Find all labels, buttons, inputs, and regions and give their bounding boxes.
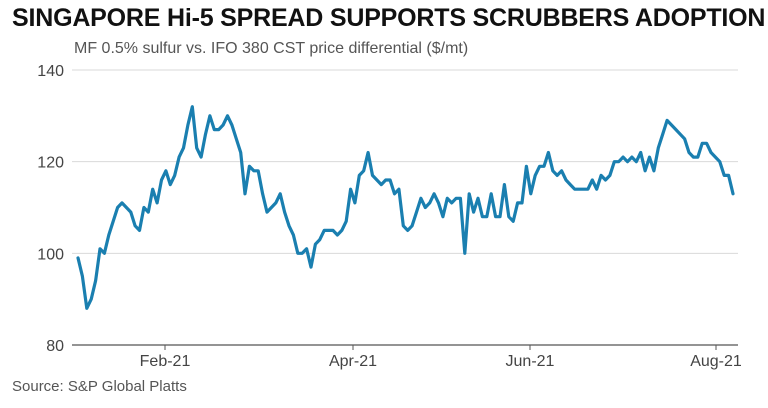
chart-subtitle: MF 0.5% sulfur vs. IFO 380 CST price dif… — [74, 40, 469, 57]
x-axis-tick-labels: Feb-21 Apr-21 Jun-21 Aug-21 — [140, 345, 742, 370]
y-tick-label: 100 — [37, 246, 64, 263]
y-axis-tick-labels: 80 100 120 140 — [37, 63, 64, 355]
y-tick-label: 120 — [37, 155, 64, 172]
y-tick-label: 80 — [46, 338, 64, 355]
source-note: Source: S&P Global Platts — [12, 378, 187, 395]
x-tick-label: Feb-21 — [140, 353, 191, 370]
chart-title: SINGAPORE Hi-5 SPREAD SUPPORTS SCRUBBERS… — [12, 4, 766, 32]
y-tick-label: 140 — [37, 63, 64, 80]
x-tick-label: Jun-21 — [506, 353, 555, 370]
series-line — [76, 105, 735, 310]
x-tick-label: Aug-21 — [690, 353, 742, 370]
grid-lines — [72, 69, 738, 346]
x-tick-label: Apr-21 — [329, 353, 377, 370]
